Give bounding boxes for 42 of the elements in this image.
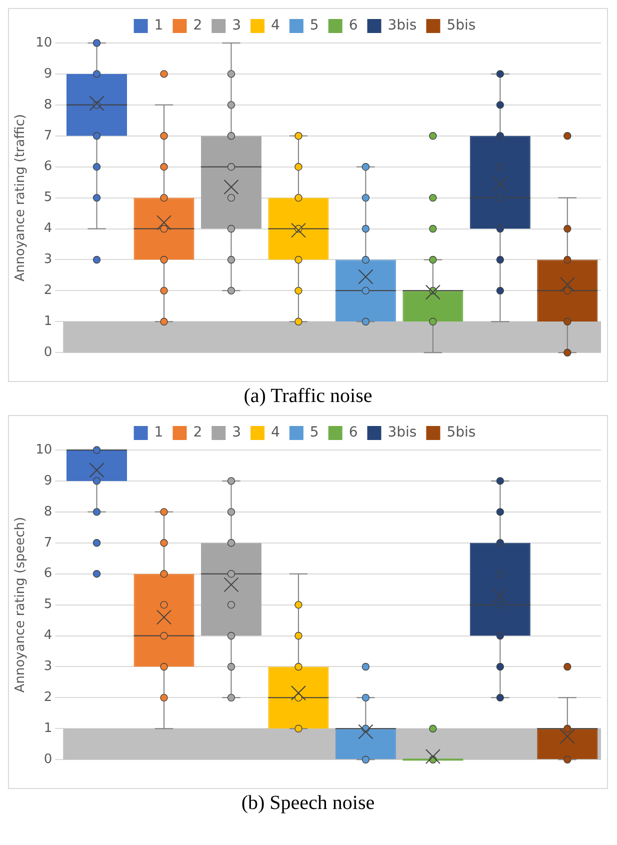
- y-tick-label: 7: [44, 535, 52, 550]
- text: (b) Speech noise: [240, 791, 376, 816]
- legend-label: 2: [193, 424, 202, 441]
- y-tick-label: 0: [44, 752, 52, 767]
- legend-label: 3: [232, 424, 242, 441]
- legend-label: 5bis: [446, 18, 476, 34]
- legend-label: 5: [310, 18, 319, 34]
- y-tick-label: 3: [44, 252, 52, 268]
- legend-label: 3bis: [388, 424, 417, 441]
- y-tick-label: 8: [44, 504, 52, 520]
- y-axis-title: Annoyance rating (traffic): [13, 114, 28, 282]
- y-tick-label: 5: [44, 597, 52, 612]
- y-tick-label: 2: [44, 690, 52, 706]
- y-tick-label: 10: [36, 442, 52, 458]
- y-tick-label: 10: [36, 35, 52, 50]
- y-tick-label: 1: [44, 314, 52, 330]
- y-tick-label: 7: [44, 128, 52, 144]
- legend-label: 1: [154, 18, 164, 34]
- y-tick-label: 9: [44, 66, 52, 82]
- legend-label: 3bis: [388, 18, 417, 34]
- y-axis-title: Annoyance rating (speech): [13, 516, 28, 693]
- y-tick-label: 6: [44, 566, 52, 582]
- legend-label: 5bis: [446, 424, 476, 441]
- y-tick-label: 3: [44, 659, 52, 674]
- y-tick-label: 0: [44, 344, 52, 360]
- legend-label: 4: [271, 424, 280, 441]
- legend-label: 3: [232, 18, 242, 34]
- y-tick-label: 4: [44, 221, 52, 236]
- y-tick-label: 5: [44, 190, 52, 206]
- legend-label: 6: [348, 18, 358, 34]
- y-tick-label: 8: [44, 97, 52, 112]
- y-tick-label: 6: [44, 159, 52, 174]
- text: (a) Traffic noise: [242, 384, 374, 409]
- legend-label: 2: [193, 18, 202, 34]
- y-tick-label: 9: [44, 473, 52, 488]
- y-tick-label: 2: [44, 283, 52, 298]
- y-tick-label: 1: [44, 721, 52, 736]
- legend-label: 6: [348, 424, 358, 441]
- legend-label: 4: [271, 18, 280, 34]
- y-tick-label: 4: [44, 628, 52, 644]
- legend-label: 1: [154, 424, 164, 441]
- legend-label: 5: [310, 424, 319, 441]
